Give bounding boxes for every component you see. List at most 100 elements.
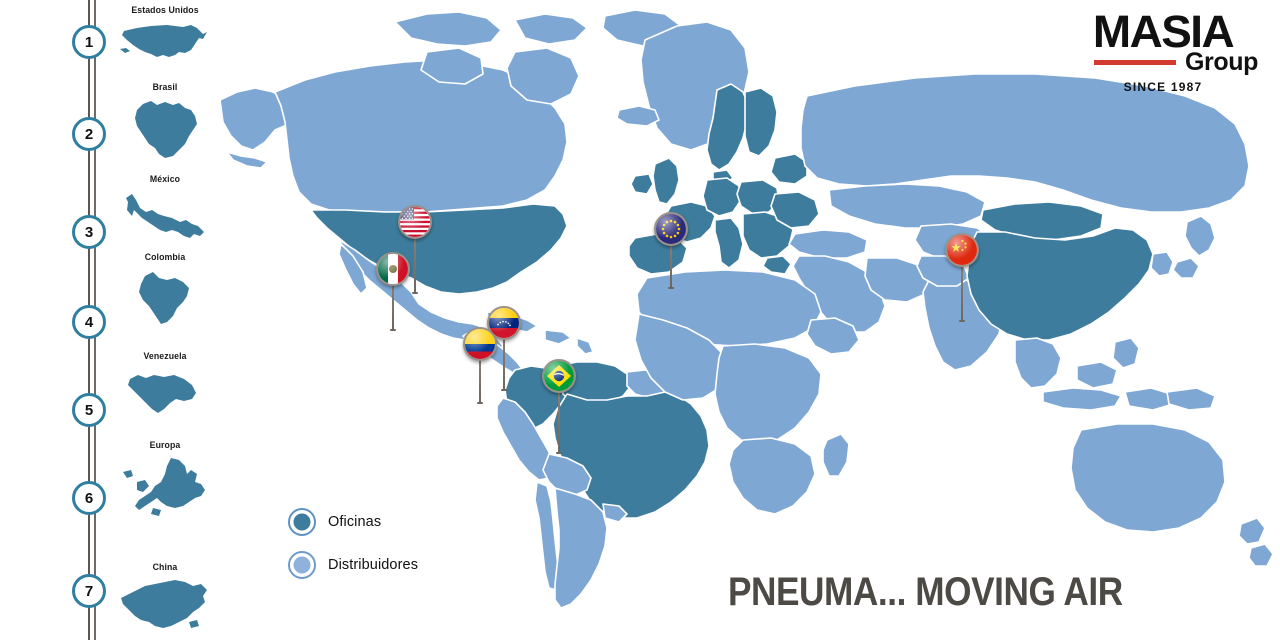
region-japan-south: [1172, 257, 1200, 279]
pin-disc: [463, 327, 497, 361]
europe-shape-icon: [110, 454, 220, 518]
timeline-node-7[interactable]: 7: [72, 574, 106, 608]
region-indonesia-1: [1042, 387, 1122, 411]
sidebar-item-china[interactable]: China: [110, 563, 220, 636]
sidebar-item-label: México: [149, 174, 181, 185]
region-poland: [736, 179, 780, 215]
brazil-shape-icon: [110, 96, 220, 162]
region-borneo: [1076, 361, 1118, 389]
sidebar-item-estados-unidos[interactable]: Estados Unidos: [110, 6, 220, 67]
region-baltics: [770, 153, 808, 185]
region-alaska: [219, 87, 294, 151]
timeline-node-4[interactable]: 4: [72, 305, 106, 339]
flag-colombia-icon: [465, 329, 495, 359]
pin-stem: [959, 259, 965, 322]
region-bolivia: [542, 453, 592, 497]
region-new-zealand-2: [1248, 543, 1274, 567]
pin-stem: [556, 385, 562, 454]
sidebar-item-mexico[interactable]: México: [110, 175, 220, 248]
region-hispaniola: [544, 329, 572, 345]
region-iran: [864, 257, 932, 303]
region-antilles: [576, 337, 594, 355]
sidebar-item-colombia[interactable]: Colombia: [110, 253, 220, 332]
map-pin-colombia[interactable]: [463, 327, 497, 407]
map-pin-brasil[interactable]: [542, 359, 576, 457]
mexico-shape-icon: [110, 188, 220, 248]
pin-disc: [542, 359, 576, 393]
legend-item-distribuidores[interactable]: Distribuidores: [288, 551, 418, 579]
pin-stem: [390, 278, 396, 331]
region-korea: [1150, 251, 1174, 277]
pin-disc: [654, 212, 688, 246]
pin-stem: [668, 238, 674, 289]
legend-dot-distribuidores: [288, 551, 316, 579]
flag-brazil-icon: [544, 361, 574, 391]
flag-eu-icon: [656, 214, 686, 244]
legend-dot-oficinas: [288, 508, 316, 536]
sidebar-item-label: China: [152, 562, 178, 573]
pin-stem: [477, 353, 483, 404]
region-germany: [702, 177, 742, 217]
legend-label: Distribuidores: [328, 557, 419, 573]
region-china: [966, 227, 1154, 341]
region-philippines: [1112, 337, 1140, 369]
region-middle-east: [792, 255, 886, 333]
legend-label: Oficinas: [328, 514, 382, 530]
sidebar-item-label: Venezuela: [143, 351, 187, 362]
china-shape-icon: [110, 576, 220, 636]
map-legend: Oficinas Distribuidores: [288, 508, 418, 594]
timeline-node-6[interactable]: 6: [72, 481, 106, 515]
region-ireland: [630, 173, 654, 195]
country-timeline-sidebar: 1 Estados Unidos 2 Brasil 3 México: [0, 0, 220, 640]
sidebar-item-brasil[interactable]: Brasil: [110, 83, 220, 162]
region-kazakhstan: [828, 183, 986, 229]
sidebar-item-venezuela[interactable]: Venezuela: [110, 352, 220, 425]
pin-disc: [945, 233, 979, 267]
timeline-node-1[interactable]: 1: [72, 25, 106, 59]
map-pin-europa[interactable]: [654, 212, 688, 292]
timeline-node-3[interactable]: 3: [72, 215, 106, 249]
region-aleutians: [226, 151, 268, 169]
region-uk: [652, 157, 680, 205]
region-horn-africa: [806, 317, 860, 355]
region-australia: [1070, 423, 1226, 533]
region-uruguay: [602, 503, 628, 523]
region-italy: [714, 217, 744, 269]
logo-since-text: SINCE 1987: [1123, 80, 1203, 95]
tagline-text: PNEUMA... MOVING AIR: [728, 570, 1123, 614]
pin-stem: [501, 332, 507, 391]
region-turkey-caucasus: [788, 229, 868, 259]
region-japan: [1184, 215, 1216, 257]
sidebar-item-europa[interactable]: Europa: [110, 441, 220, 518]
sidebar-item-label: Brasil: [152, 82, 178, 93]
flag-mexico-icon: [378, 254, 408, 284]
sidebar-item-label: Europa: [149, 440, 181, 451]
sidebar-item-label: Colombia: [144, 252, 186, 263]
logo-red-bar: [1094, 60, 1176, 66]
region-finland: [744, 87, 778, 157]
region-argentina: [554, 487, 608, 609]
region-madagascar: [822, 433, 850, 477]
timeline-node-2[interactable]: 2: [72, 117, 106, 151]
pin-stem: [412, 231, 418, 294]
region-romania-hungary: [770, 191, 820, 229]
logo-second-row: Group: [1068, 50, 1258, 75]
flag-china-icon: [947, 235, 977, 265]
timeline-node-5[interactable]: 5: [72, 393, 106, 427]
masia-group-logo: MASIA Group SINCE 1987: [1068, 6, 1259, 95]
legend-item-oficinas[interactable]: Oficinas: [288, 508, 418, 536]
region-indonesia-2: [1124, 387, 1174, 411]
map-pin-mexico[interactable]: [376, 252, 410, 334]
region-victoria-island: [420, 47, 484, 85]
region-iceland: [616, 105, 660, 127]
region-new-zealand-1: [1238, 517, 1266, 545]
logo-brand-name: MASIA: [1092, 6, 1235, 57]
sidebar-item-label: Estados Unidos: [131, 5, 199, 16]
region-peru: [496, 397, 554, 481]
map-pin-estados-unidos[interactable]: [398, 205, 432, 297]
region-mongolia: [980, 201, 1104, 241]
region-sea-peninsula: [1014, 337, 1062, 389]
map-pin-china[interactable]: [945, 233, 979, 325]
region-png: [1166, 387, 1216, 411]
